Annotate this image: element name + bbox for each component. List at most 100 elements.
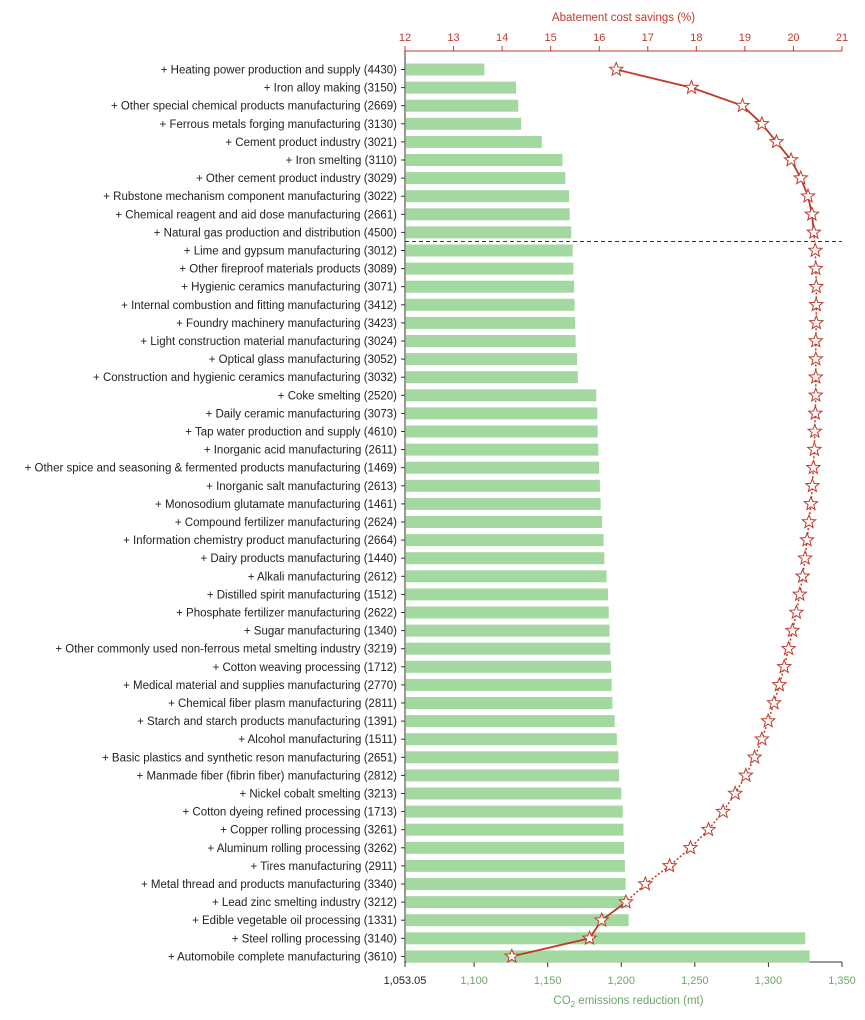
savings-star-marker	[808, 296, 825, 312]
bar	[406, 353, 578, 366]
category-label: + Internal combustion and fitting manufa…	[121, 300, 397, 312]
bottom-axis-title-subscript: 2	[571, 1000, 576, 1009]
bar	[406, 841, 625, 854]
category-label: + Copper rolling processing (3261)	[220, 825, 397, 837]
bar	[406, 190, 570, 203]
bar	[406, 624, 610, 637]
category-label: + Iron smelting (3110)	[286, 155, 397, 167]
category-label: + Phosphate fertilizer manufacturing (26…	[176, 608, 397, 620]
savings-star-marker	[783, 151, 799, 167]
bar	[406, 534, 604, 547]
bars-layer	[406, 63, 810, 963]
bar	[406, 715, 615, 728]
category-label: + Distilled spirit manufacturing (1512)	[207, 589, 397, 601]
bar	[406, 751, 619, 764]
category-label: + Inorganic acid manufacturing (2611)	[204, 445, 397, 457]
savings-star-marker	[800, 187, 816, 203]
savings-star-marker	[805, 459, 822, 475]
savings-star-marker	[797, 549, 814, 565]
bar	[406, 660, 611, 673]
bar	[406, 878, 626, 890]
category-label: + Hygienic ceramics manufacturing (3071)	[181, 282, 397, 294]
category-label: + Other spice and seasoning & fermented …	[25, 463, 398, 475]
bar	[406, 389, 597, 402]
top-axis-title: Abatement cost savings (%)	[552, 12, 695, 24]
top-axis-tick-label: 13	[447, 32, 459, 44]
bar	[406, 335, 576, 347]
savings-star-marker	[661, 857, 678, 873]
category-label: + Tap water production and supply (4610)	[185, 427, 397, 439]
bar	[406, 642, 611, 655]
category-label: + Manmade fiber (fibrin fiber) manufactu…	[137, 770, 398, 782]
top-axis-tick-label: 16	[593, 32, 605, 44]
bar	[406, 950, 810, 963]
bar	[406, 172, 566, 185]
category-label: + Cement product industry (3021)	[225, 137, 397, 149]
category-label: + Cotton weaving processing (1712)	[213, 662, 398, 674]
bottom-axis-tick-label: 1,250	[681, 975, 709, 987]
top-axis-tick-label: 17	[642, 32, 654, 44]
savings-star-marker	[807, 386, 824, 403]
savings-line-dashed	[625, 232, 818, 903]
category-label: + Dairy products manufacturing (1440)	[200, 553, 397, 565]
bottom-axis-title-prefix: CO	[553, 995, 570, 1007]
category-label: + Light construction material manufactur…	[140, 336, 397, 348]
savings-line-solid-bottom	[511, 901, 627, 958]
category-label: + Other special chemical products manufa…	[111, 101, 397, 113]
bar	[406, 407, 598, 420]
savings-star-marker	[700, 821, 717, 837]
bar	[406, 787, 622, 800]
bar	[406, 570, 607, 583]
bar	[406, 135, 542, 148]
bar	[406, 588, 609, 601]
bottom-axis-tick-label: 1,150	[534, 975, 562, 987]
bar	[406, 262, 574, 275]
savings-star-marker	[802, 495, 819, 511]
top-axis-tick-label: 19	[739, 32, 751, 44]
bar	[406, 154, 563, 166]
savings-star-marker	[788, 604, 805, 620]
savings-star-marker	[803, 205, 820, 222]
bar	[406, 769, 620, 782]
category-label: + Starch and starch products manufacturi…	[137, 716, 397, 728]
savings-star-marker	[682, 839, 699, 855]
bottom-axis-tick-label: 1,200	[607, 975, 635, 987]
top-axis-tick-label: 18	[690, 32, 702, 44]
category-label: + Coke smelting (2520)	[278, 390, 397, 402]
category-label: + Other commonly used non-ferrous metal …	[55, 644, 397, 656]
savings-star-marker	[800, 513, 817, 529]
category-label: + Basic plastics and synthetic reson man…	[102, 752, 397, 764]
bar	[406, 280, 575, 293]
top-axis-tick-label: 12	[399, 32, 411, 44]
bottom-axis-tick-label: 1,300	[755, 975, 783, 987]
category-label: + Sugar manufacturing (1340)	[244, 626, 397, 638]
savings-star-marker	[807, 350, 824, 366]
category-label: + Cotton dyeing refined processing (1713…	[183, 807, 398, 819]
savings-star-marker	[807, 242, 824, 258]
category-label: + Aluminum rolling processing (3262)	[207, 843, 397, 855]
savings-star-marker	[806, 441, 823, 457]
bottom-axis-tick-label: 1,053.05	[384, 975, 427, 987]
savings-star-marker	[768, 133, 785, 149]
savings-star-marker	[792, 169, 809, 185]
savings-star-marker	[794, 567, 811, 584]
bar	[406, 932, 806, 945]
savings-star-marker	[727, 785, 744, 801]
category-label: + Steel rolling processing (3140)	[232, 933, 397, 945]
category-label: + Foundry machinery manufacturing (3423)	[176, 318, 397, 330]
bar	[406, 896, 628, 909]
bar	[406, 63, 485, 76]
savings-line-layer	[511, 68, 818, 958]
bar	[406, 823, 624, 836]
savings-star-marker	[608, 61, 625, 77]
category-label: + Daily ceramic manufacturing (3073)	[206, 408, 398, 420]
savings-star-marker	[805, 224, 822, 240]
savings-star-marker	[808, 278, 825, 294]
savings-star-marker	[804, 477, 821, 493]
bar	[406, 606, 609, 619]
savings-star-marker	[807, 405, 824, 421]
bar	[406, 81, 517, 94]
category-label: + Chemical fiber plasm manufacturing (28…	[168, 698, 397, 710]
bottom-axis-tick-label: 1,350	[828, 975, 856, 987]
